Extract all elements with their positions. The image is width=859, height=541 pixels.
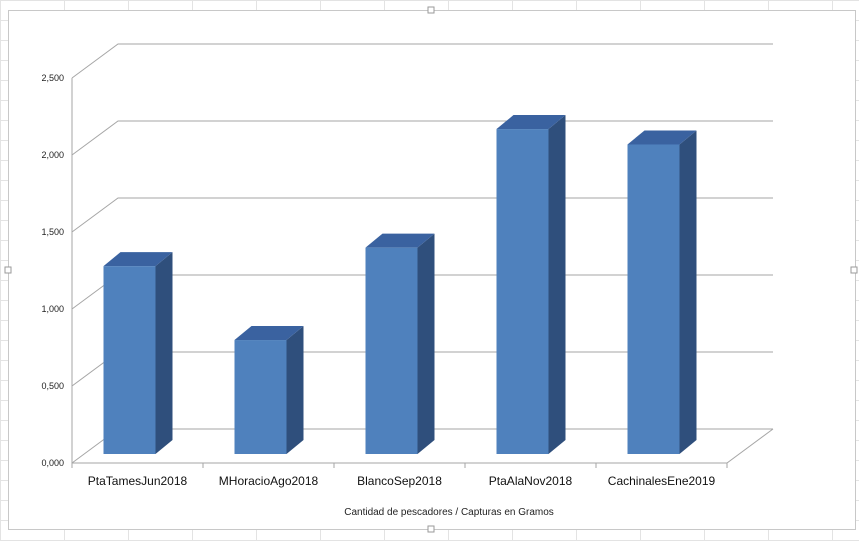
- bar-side: [286, 326, 304, 454]
- bar-side: [417, 233, 435, 454]
- x-category-label: PtaAlaNov2018: [489, 474, 573, 488]
- bar-side: [155, 252, 173, 454]
- bar-front: [103, 266, 156, 454]
- resize-handle-right[interactable]: [850, 266, 858, 274]
- bar-front: [496, 129, 549, 454]
- bar[interactable]: [365, 233, 435, 454]
- bar-front: [627, 144, 680, 454]
- x-axis-title: Cantidad de pescadores / Capturas en Gra…: [344, 507, 554, 518]
- bar[interactable]: [234, 326, 304, 454]
- selection-handles[interactable]: [4, 6, 858, 533]
- x-category-label: BlancoSep2018: [357, 474, 442, 488]
- y-tick-label: 0,500: [41, 381, 64, 391]
- axes: [71, 78, 774, 468]
- bar-front: [365, 247, 418, 454]
- bar[interactable]: [103, 252, 173, 454]
- x-category-label: MHoracioAgo2018: [219, 474, 319, 488]
- gridline: [71, 43, 773, 79]
- bar-top: [627, 130, 697, 145]
- y-tick-label: 2,500: [41, 73, 64, 83]
- resize-handle-left[interactable]: [4, 266, 12, 274]
- resize-handle-bottom[interactable]: [427, 525, 435, 533]
- y-tick-label: 2,000: [41, 150, 64, 160]
- bars: [103, 115, 697, 454]
- bar-top: [103, 252, 173, 267]
- bar-front: [234, 340, 287, 454]
- bar-top: [365, 233, 435, 248]
- bar-top: [234, 326, 304, 341]
- bar-side: [679, 130, 697, 454]
- labels: 0,000 0,500 1,000 1,500 2,000 2,500 PtaTamesJu…: [41, 73, 715, 488]
- y-tick-label: 0,000: [41, 458, 64, 468]
- resize-handle-top[interactable]: [427, 6, 435, 14]
- y-tick-label: 1,000: [41, 304, 64, 314]
- bar-top: [496, 115, 566, 130]
- x-category-label: PtaTamesJun2018: [88, 474, 188, 488]
- x-category-label: CachinalesEne2019: [608, 474, 716, 488]
- y-tick-label: 1,500: [41, 227, 64, 237]
- bar-side: [548, 115, 566, 454]
- bar[interactable]: [627, 130, 697, 454]
- bar[interactable]: [496, 115, 566, 454]
